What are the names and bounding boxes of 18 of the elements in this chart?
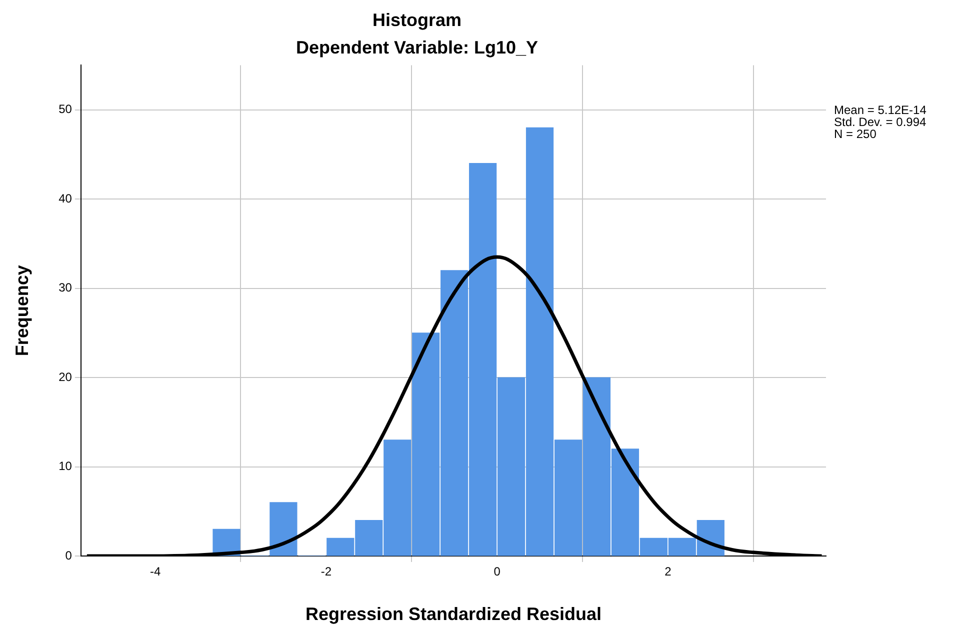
y-tick-label: 0 xyxy=(65,548,72,562)
y-tick-label: 30 xyxy=(58,280,72,295)
x-axis-title: Regression Standardized Residual xyxy=(305,604,602,624)
y-axis-title: Frequency xyxy=(12,265,32,356)
text: N = 250 xyxy=(834,127,878,141)
chart-subtitle: Dependent Variable: Lg10_Y xyxy=(296,37,538,58)
text: Std. Dev. = 0.994 xyxy=(834,115,926,129)
x-tick-label: 2 xyxy=(664,564,672,579)
chart-title: Histogram xyxy=(372,10,462,30)
line-series xyxy=(85,255,824,556)
y-tick-label: 20 xyxy=(58,370,72,384)
y-tick-label: 40 xyxy=(58,191,72,206)
y-tick-label: 10 xyxy=(58,459,72,474)
x-tick-label: 0 xyxy=(494,564,501,579)
x-tick-label: -2 xyxy=(320,564,332,579)
text: Mean = 5.12E-14 xyxy=(834,103,926,117)
y-tick-label: 50 xyxy=(58,102,72,116)
x-tick-label: -4 xyxy=(150,564,161,579)
